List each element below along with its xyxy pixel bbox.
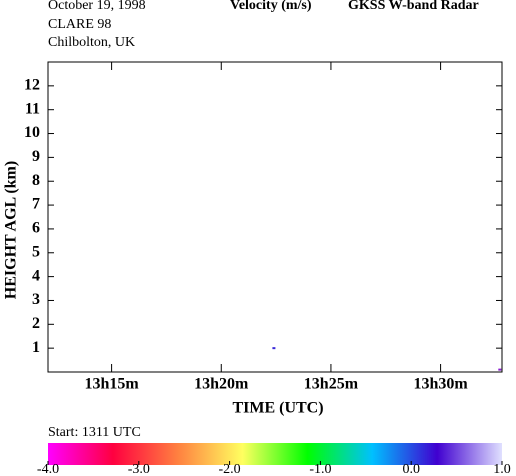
y-tick-label: 5	[32, 243, 40, 260]
colorbar-tick-label: -1.0	[309, 462, 331, 476]
x-tick-label: 13h20m	[194, 376, 249, 393]
y-tick-label: 11	[25, 100, 40, 117]
x-tick-label: 13h25m	[304, 376, 359, 393]
colorbar-tick-label: 1.0	[493, 462, 511, 476]
quantity: Velocity (m/s)	[230, 0, 312, 13]
x-tick-label: 13h30m	[413, 376, 468, 393]
y-tick-label: 8	[32, 172, 40, 189]
y-tick-label: 3	[32, 291, 40, 308]
y-tick-label: 4	[32, 267, 40, 284]
y-tick-label: 9	[32, 148, 40, 165]
colorbar-tick-label: 0.0	[402, 462, 420, 476]
site: Chilbolton, UK	[48, 35, 135, 50]
x-tick-label: 13h15m	[84, 376, 139, 393]
colorbar	[48, 443, 502, 465]
y-tick-label: 12	[24, 77, 40, 94]
y-tick-label: 1	[32, 339, 40, 356]
y-tick-label: 10	[24, 124, 40, 141]
plot-frame	[47, 61, 503, 373]
y-tick-label: 2	[32, 315, 40, 332]
point	[272, 347, 276, 350]
instrument: GKSS W-band Radar	[348, 0, 479, 13]
point	[498, 368, 502, 371]
y-axis-title: HEIGHT AGL (km)	[3, 161, 20, 299]
colorbar-tick-label: -4.0	[37, 462, 59, 476]
y-tick-label: 6	[32, 220, 40, 237]
y-tick-label: 7	[32, 196, 40, 213]
date: October 19, 1998	[48, 0, 146, 13]
colorbar-tick-label: -2.0	[219, 462, 241, 476]
campaign: CLARE 98	[48, 17, 111, 32]
colorbar-tick-label: -3.0	[128, 462, 150, 476]
colorbar-caption: Start: 1311 UTC	[48, 425, 141, 440]
x-axis-title: TIME (UTC)	[232, 400, 323, 417]
